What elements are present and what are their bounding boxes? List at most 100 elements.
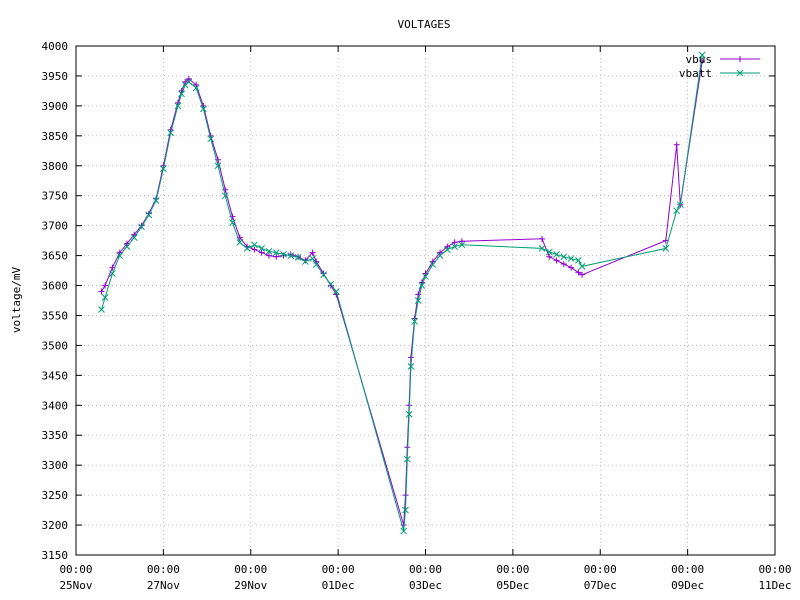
- vbatt-point: [200, 105, 207, 113]
- vbatt-point: [553, 251, 560, 258]
- vbatt-point: [418, 282, 426, 289]
- vbatt-point: [414, 297, 422, 304]
- vbatt-point: [411, 318, 418, 325]
- vbatt-point: [327, 280, 335, 288]
- vbatt-point: [676, 201, 684, 209]
- y-tick-label: 3750: [42, 190, 69, 203]
- vbatt-point: [673, 207, 681, 215]
- x-tick-label-time: 00:00: [322, 563, 355, 576]
- vbatt-point: [214, 162, 222, 170]
- vbus-point: [415, 291, 422, 298]
- chart-title: VOLTAGES: [398, 18, 451, 31]
- vbus-point: [579, 271, 586, 278]
- y-tick-label: 3150: [42, 549, 69, 562]
- vbatt-point: [287, 252, 295, 259]
- vbatt-point: [400, 527, 408, 535]
- vbus-point: [258, 249, 265, 256]
- y-tick-label: 3950: [42, 70, 69, 83]
- x-tick-label-date: 05Dec: [496, 579, 529, 592]
- vbatt-point: [538, 245, 546, 252]
- vbatt-point: [251, 241, 258, 249]
- vbus-point: [265, 252, 272, 259]
- vbatt-point: [429, 261, 437, 268]
- y-tick-label: 3400: [42, 399, 69, 412]
- vbatt-point: [152, 197, 160, 204]
- vbus-point: [327, 282, 334, 289]
- y-tick-label: 3500: [42, 339, 69, 352]
- legend-marker-vbatt: [736, 69, 744, 77]
- vbatt-line: [101, 54, 703, 532]
- vbus-point: [458, 238, 465, 245]
- vbatt-point: [407, 363, 415, 370]
- y-tick-label: 3650: [42, 250, 69, 263]
- y-tick-label: 3300: [42, 459, 69, 472]
- vbatt-point: [320, 271, 327, 279]
- y-tick-label: 3600: [42, 280, 69, 293]
- vbus-point: [407, 354, 414, 361]
- vbus-point: [185, 75, 192, 82]
- x-tick-label-time: 00:00: [584, 563, 617, 576]
- legend-label-vbus: vbus: [686, 53, 713, 66]
- vbatt-point: [458, 241, 466, 249]
- vbatt-point: [436, 252, 444, 259]
- legend-marker-vbus: [737, 56, 743, 62]
- series-vbatt: [98, 51, 706, 535]
- x-tick-label-date: 03Dec: [409, 579, 442, 592]
- y-axis: 3150 3200 3250 3300 3350 3400 3450 3500 3550 3600…: [42, 40, 775, 562]
- series-layer: [98, 51, 706, 535]
- vbus-point: [309, 249, 316, 256]
- y-tick-label: 3250: [42, 489, 69, 502]
- vbus-point: [553, 257, 560, 264]
- vbatt-point: [332, 288, 340, 295]
- x-axis: 00:00 25Nov 00:00 27Nov 00:00 29Nov 00:00 01Dec…: [59, 46, 792, 592]
- grid: [76, 46, 775, 555]
- vbus-point: [699, 57, 706, 64]
- vbus-point: [437, 249, 444, 256]
- y-tick-label: 4000: [42, 40, 69, 53]
- vbatt-point: [451, 243, 458, 250]
- x-tick-label-time: 00:00: [671, 563, 704, 576]
- vbatt-point: [221, 192, 229, 200]
- vbatt-point: [578, 263, 586, 270]
- vbatt-point: [243, 245, 251, 252]
- x-tick-label-date: 25Nov: [59, 579, 92, 592]
- x-tick-label-date: 27Nov: [147, 579, 180, 592]
- legend-label-vbatt: vbatt: [679, 67, 712, 80]
- vbatt-point: [145, 211, 153, 219]
- vbatt-point: [402, 506, 409, 514]
- vbatt-point: [405, 410, 413, 418]
- vbatt-point: [265, 248, 273, 255]
- vbatt-point: [207, 135, 215, 143]
- x-tick-label-date: 29Nov: [234, 579, 267, 592]
- vbatt-point: [575, 257, 582, 264]
- x-tick-label-date: 11Dec: [758, 579, 791, 592]
- vbus-point: [560, 260, 567, 267]
- vbatt-point: [698, 51, 706, 59]
- vbatt-point: [178, 90, 185, 98]
- x-tick-label-time: 00:00: [59, 563, 92, 576]
- vbatt-point: [236, 239, 244, 246]
- y-tick-label: 3900: [42, 100, 69, 113]
- y-tick-label: 3700: [42, 220, 69, 233]
- series-vbus: [98, 57, 706, 529]
- vbus-point: [451, 239, 458, 246]
- vbus-point: [444, 243, 451, 250]
- vbatt-point: [272, 249, 280, 256]
- vbatt-point: [123, 243, 131, 250]
- vbatt-point: [98, 306, 105, 313]
- vbus-point: [575, 269, 582, 276]
- vbatt-point: [309, 255, 316, 262]
- vbatt-point: [422, 273, 429, 280]
- y-tick-label: 3200: [42, 519, 69, 532]
- vbus-point: [102, 282, 109, 289]
- vbus-point: [182, 78, 189, 85]
- vbus-point: [546, 253, 553, 260]
- vbus-point: [222, 186, 229, 193]
- vbatt-point: [109, 270, 116, 277]
- vbatt-point: [101, 294, 109, 301]
- y-tick-label: 3350: [42, 429, 69, 442]
- x-tick-label-time: 00:00: [234, 563, 267, 576]
- vbatt-point: [174, 102, 182, 110]
